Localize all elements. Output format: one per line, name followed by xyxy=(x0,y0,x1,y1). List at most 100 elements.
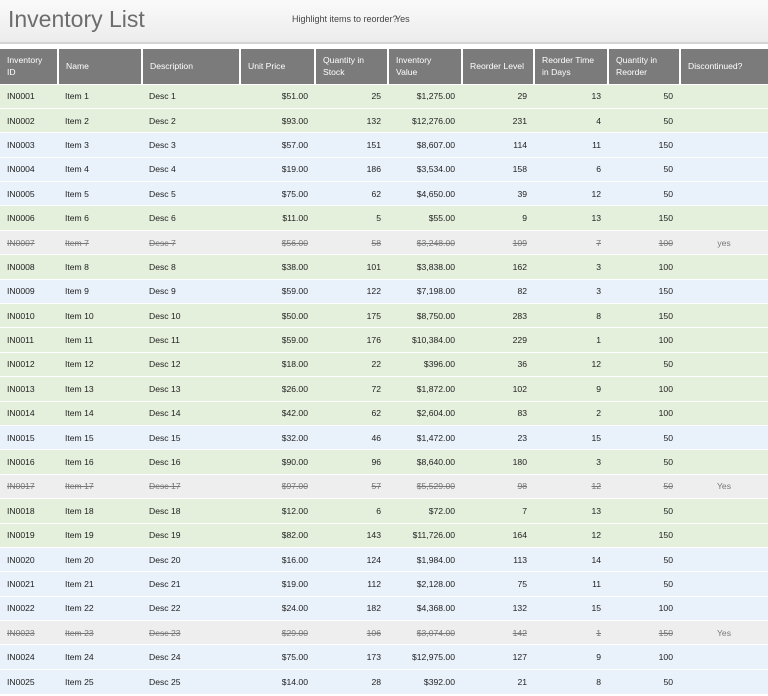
table-cell: 150 xyxy=(608,278,680,304)
highlight-label: Highlight items to reorder? xyxy=(292,14,398,24)
table-cell: 124 xyxy=(315,546,388,572)
column-header: Inventory ID xyxy=(0,49,58,84)
table-cell: 15 xyxy=(534,424,608,450)
table-cell: Item 21 xyxy=(58,571,142,597)
header-row: Inventory ID Name Description Unit Price Qua… xyxy=(0,49,768,84)
table-row: IN0009 Item 9 Desc 9 $59.00 122 $7,198.00 82 3 1… xyxy=(0,278,768,304)
table-cell xyxy=(680,595,768,621)
table-cell: $72.00 xyxy=(388,498,462,524)
table-cell: Item 6 xyxy=(58,205,142,231)
table-cell: $59.00 xyxy=(240,278,315,304)
table-cell: 4 xyxy=(534,107,608,133)
table-cell: Desc 25 xyxy=(142,668,240,694)
table-cell: 11 xyxy=(534,132,608,158)
table-cell: $51.00 xyxy=(240,83,315,109)
table-row: IN0017 Item 17 Desc 17 $97.00 57 $5,529.00 98 1… xyxy=(0,473,768,499)
table-cell: IN0017 xyxy=(0,473,58,499)
table-cell: 9 xyxy=(534,644,608,670)
table-cell: Item 1 xyxy=(58,83,142,109)
table-cell: $8,607.00 xyxy=(388,132,462,158)
table-cell xyxy=(680,668,768,694)
table-cell: 100 xyxy=(608,595,680,621)
table-cell: 62 xyxy=(315,400,388,426)
table-cell: Desc 21 xyxy=(142,571,240,597)
table-cell: IN0016 xyxy=(0,449,58,475)
table-cell: IN0023 xyxy=(0,620,58,645)
table-cell: Desc 1 xyxy=(142,83,240,109)
table-cell: Item 16 xyxy=(58,449,142,475)
table-cell: IN0022 xyxy=(0,595,58,621)
table-cell: $38.00 xyxy=(240,254,315,280)
table-cell: 9 xyxy=(462,205,534,231)
table-row: IN0018 Item 18 Desc 18 $12.00 6 $72.00 7 13 50 xyxy=(0,498,768,524)
column-header: Reorder Level xyxy=(461,49,534,84)
table-cell: 229 xyxy=(462,327,534,353)
table-cell xyxy=(680,303,768,328)
table-cell: 12 xyxy=(534,522,608,548)
table-cell: 100 xyxy=(608,254,680,280)
table-cell: IN0013 xyxy=(0,376,58,402)
table-cell: 113 xyxy=(462,546,534,572)
table-cell: Desc 9 xyxy=(142,278,240,304)
table-cell: $396.00 xyxy=(388,351,462,377)
table-cell: $3,248.00 xyxy=(388,229,462,255)
table-cell: 7 xyxy=(462,498,534,524)
table-row: IN0010 Item 10 Desc 10 $50.00 175 $8,750.00 28… xyxy=(0,303,768,328)
table-cell xyxy=(680,498,768,524)
table-cell: 8 xyxy=(534,668,608,694)
table-cell: IN0019 xyxy=(0,522,58,548)
table-cell: IN0020 xyxy=(0,546,58,572)
table-cell: 72 xyxy=(315,376,388,402)
table-cell: 100 xyxy=(608,400,680,426)
table-cell: Desc 18 xyxy=(142,498,240,524)
table-cell: $93.00 xyxy=(240,107,315,133)
table-cell: Yes xyxy=(680,473,768,499)
table-row: IN0021 Item 21 Desc 21 $19.00 112 $2,128.00 75… xyxy=(0,571,768,597)
table-cell xyxy=(680,205,768,231)
table-cell: $4,368.00 xyxy=(388,595,462,621)
table-cell xyxy=(680,132,768,158)
table-cell: 150 xyxy=(608,132,680,158)
table-cell: $90.00 xyxy=(240,449,315,475)
table-cell: 164 xyxy=(462,522,534,548)
table-cell: IN0021 xyxy=(0,571,58,597)
table-cell xyxy=(680,83,768,109)
table-cell: 13 xyxy=(534,205,608,231)
table-cell: Item 25 xyxy=(58,668,142,694)
table-cell xyxy=(680,571,768,597)
table-cell: Item 14 xyxy=(58,400,142,426)
table-cell: 50 xyxy=(608,571,680,597)
table-cell: Desc 11 xyxy=(142,327,240,353)
table-cell: 28 xyxy=(315,668,388,694)
table-cell: 150 xyxy=(608,205,680,231)
table-cell: $59.00 xyxy=(240,327,315,353)
table-cell: 96 xyxy=(315,449,388,475)
table-cell: 100 xyxy=(608,229,680,255)
table-cell: Desc 7 xyxy=(142,229,240,255)
table-cell: $19.00 xyxy=(240,156,315,182)
table-row: IN0001 Item 1 Desc 1 $51.00 25 $1,275.00 29 13 5… xyxy=(0,83,768,109)
table-cell: 3 xyxy=(534,254,608,280)
inventory-table: Inventory ID Name Description Unit Price Qua… xyxy=(0,49,768,694)
table-cell: 150 xyxy=(608,522,680,548)
table-cell: Desc 3 xyxy=(142,132,240,158)
table-cell: $12,276.00 xyxy=(388,107,462,133)
table-cell: Item 19 xyxy=(58,522,142,548)
table-cell: Item 24 xyxy=(58,644,142,670)
table-cell: 142 xyxy=(462,620,534,645)
table-cell: 13 xyxy=(534,498,608,524)
table-cell: 100 xyxy=(608,376,680,402)
table-cell: 22 xyxy=(315,351,388,377)
table-cell: 132 xyxy=(315,107,388,133)
table-cell: IN0018 xyxy=(0,498,58,524)
table-row: IN0025 Item 25 Desc 25 $14.00 28 $392.00 21 8 50 xyxy=(0,668,768,694)
table-cell: $12,975.00 xyxy=(388,644,462,670)
table-row: IN0020 Item 20 Desc 20 $16.00 124 $1,984.00 11… xyxy=(0,546,768,572)
table-cell: $56.00 xyxy=(240,229,315,255)
table-cell: 29 xyxy=(462,83,534,109)
highlight-value[interactable]: Yes xyxy=(395,14,410,24)
table-cell: IN0014 xyxy=(0,400,58,426)
table-cell: 114 xyxy=(462,132,534,158)
table-cell: IN0003 xyxy=(0,132,58,158)
table-cell xyxy=(680,351,768,377)
